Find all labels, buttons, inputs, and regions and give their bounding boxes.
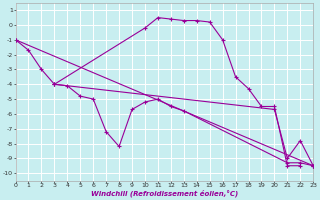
X-axis label: Windchill (Refroidissement éolien,°C): Windchill (Refroidissement éolien,°C): [91, 190, 238, 197]
